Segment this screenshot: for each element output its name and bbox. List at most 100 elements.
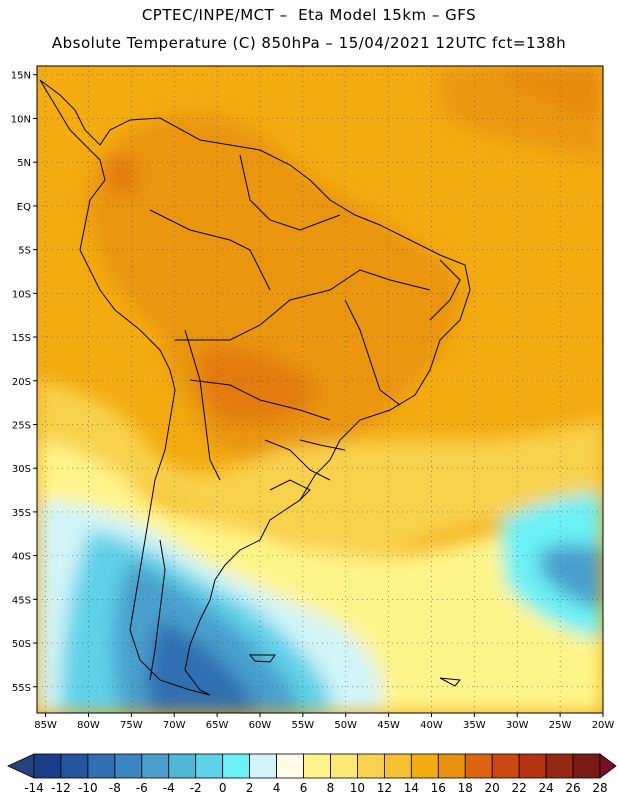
lon-tick-label: 35W (463, 720, 486, 731)
legend-tick-label: 4 (273, 781, 281, 795)
lon-tick-label: 60W (249, 720, 272, 731)
temperature-field (37, 66, 603, 713)
lat-tick-label: 15S (12, 333, 31, 344)
legend-swatch (195, 753, 224, 779)
legend-tick-label: -2 (190, 781, 202, 795)
lat-tick-label: 55S (12, 683, 31, 694)
lat-tick-label: 40S (12, 552, 31, 563)
lon-tick-label: 75W (120, 720, 143, 731)
legend-swatches: -14 -12 -10 -8 -6 -4 -2 0 2 4 6 8 10 12 14 16 18 20 22 24 26… (7, 753, 617, 795)
legend-tick-label: 8 (327, 781, 335, 795)
legend-swatch (276, 753, 304, 779)
legend-tick-label: 24 (538, 781, 553, 795)
lat-tick-label: 10N (11, 114, 31, 125)
legend-swatch (464, 753, 493, 779)
uruguay-border (269, 479, 311, 501)
legend-swatch (357, 753, 385, 779)
chart-title-line2: Absolute Temperature (C) 850hPa – 15/04/… (51, 34, 567, 52)
cold-pool-core (540, 544, 603, 610)
lat-tick-label: 25S (12, 420, 31, 431)
legend-swatch (60, 753, 89, 779)
border-8 (344, 299, 401, 406)
lon-tick-label: 85W (34, 720, 57, 731)
legend-swatch (114, 753, 143, 779)
legend-tick-label: -14 (24, 781, 44, 795)
legend-swatch (249, 753, 277, 779)
axes: 15N 10N 5N EQ 5S 10S 15S 20S 25S 30S 35S 40S 45S 50S 5… (11, 71, 615, 731)
legend-swatch (33, 753, 62, 779)
border-1 (175, 269, 431, 341)
falklands (248, 654, 276, 663)
legend-swatch (437, 753, 466, 779)
lat-tick-label: 10S (12, 289, 31, 300)
legend-tick-label: -8 (109, 781, 121, 795)
coldest-south-zone (147, 620, 260, 713)
legend-tick-label: -4 (163, 781, 175, 795)
legend-swatch (222, 753, 251, 779)
legend-swatch (410, 753, 439, 779)
border-5 (184, 329, 221, 481)
chart-title-line1: CPTEC/INPE/MCT – Eta Model 15km – GFS (141, 6, 477, 24)
lat-tick-label: EQ (17, 202, 31, 213)
lon-tick-label: 70W (163, 720, 186, 731)
lat-tick-label: 35S (12, 508, 31, 519)
legend-swatch (518, 753, 547, 779)
legend-tick-label: 6 (300, 781, 308, 795)
lon-tick-label: 80W (77, 720, 100, 731)
coastlines-borders (39, 79, 471, 696)
legend-tick-label: -10 (78, 781, 98, 795)
legend-tick-label: 28 (592, 781, 607, 795)
lat-tick-label: 30S (12, 464, 31, 475)
hot-spot-north (109, 156, 136, 193)
lon-tick-label: 65W (206, 720, 229, 731)
lat-tick-label: 5S (18, 246, 31, 257)
border-7 (299, 439, 346, 451)
legend-tick-label: 18 (458, 781, 473, 795)
border-9 (429, 259, 461, 321)
lon-tick-label: 20W (592, 720, 615, 731)
legend-under-arrow (7, 753, 35, 779)
border-3 (149, 209, 271, 291)
legend-swatch (330, 753, 358, 779)
south-america-coast (39, 79, 471, 696)
legend-tick-label: 14 (404, 781, 419, 795)
border-2 (239, 154, 341, 231)
legend-tick-label: 12 (377, 781, 392, 795)
legend-swatch (141, 753, 170, 779)
map-frame (36, 65, 604, 714)
legend-tick-label: -6 (136, 781, 148, 795)
legend-tick-label: 26 (565, 781, 580, 795)
legend-over-arrow (599, 753, 617, 779)
lon-tick-label: 25W (549, 720, 572, 731)
legend-swatch (545, 753, 574, 779)
lon-tick-label: 40W (420, 720, 443, 731)
legend-tick-label: 22 (512, 781, 527, 795)
warm-patch-se (420, 615, 520, 659)
lon-tick-label: 50W (334, 720, 357, 731)
warm-continent-zone (88, 114, 462, 459)
lat-tick-label: 20S (12, 377, 31, 388)
transition-yellow-band (37, 380, 603, 555)
legend-tick-label: -12 (51, 781, 71, 795)
lat-tick-label: 5N (17, 158, 31, 169)
border-6 (264, 439, 331, 481)
legend-tick-label: 0 (219, 781, 227, 795)
legend-swatch (168, 753, 197, 779)
legend-swatch (383, 753, 412, 779)
lat-tick-label: 45S (12, 595, 31, 606)
warm-ne-band (440, 66, 603, 160)
legend-tick-label: 20 (485, 781, 500, 795)
hot-core-zone (198, 347, 320, 424)
legend-swatch (572, 753, 601, 779)
border-chile-argentina (149, 539, 166, 681)
lat-tick-label: 15N (11, 71, 31, 82)
legend-swatch (303, 753, 331, 779)
legend-swatch (491, 753, 520, 779)
lon-tick-label: 45W (377, 720, 400, 731)
south-georgia (439, 677, 461, 687)
border-4 (189, 379, 331, 421)
legend-tick-label: 16 (431, 781, 446, 795)
legend-tick-label: 2 (246, 781, 254, 795)
